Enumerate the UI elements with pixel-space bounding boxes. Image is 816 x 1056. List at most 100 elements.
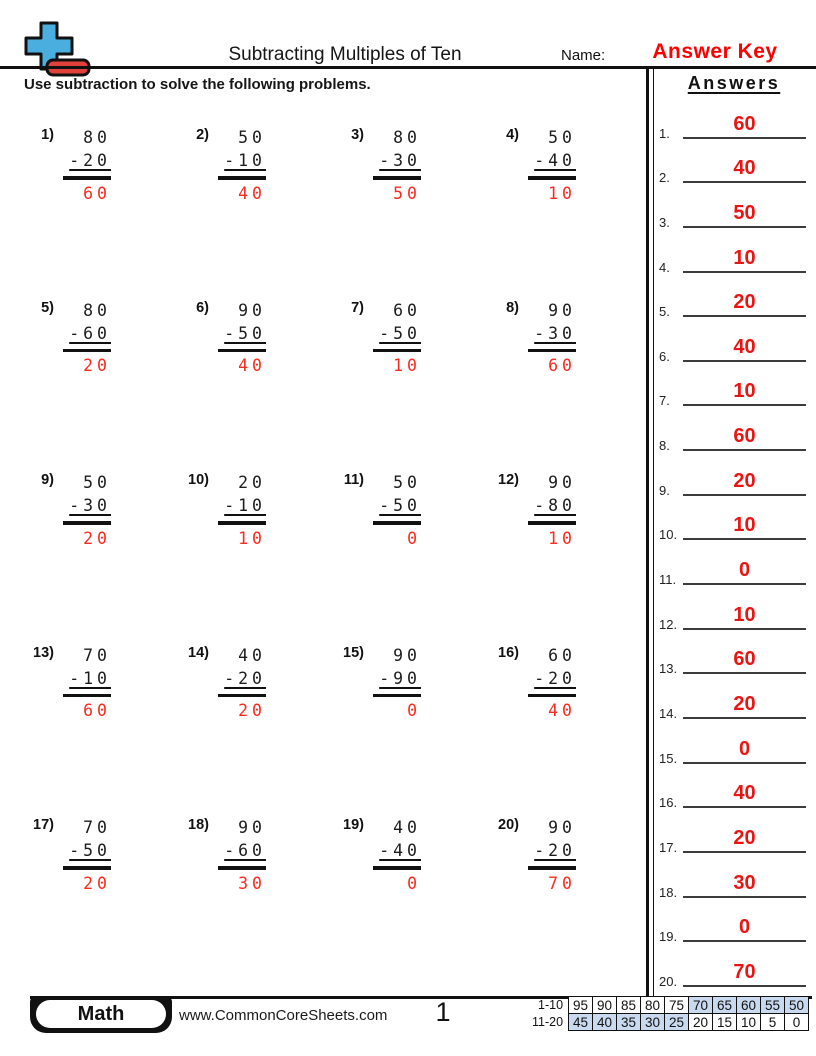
subtrahend: -20 <box>69 151 111 170</box>
subtraction-line <box>373 693 421 697</box>
page-title: Subtracting Multiples of Ten <box>228 44 462 65</box>
answer-number: 17. <box>659 839 678 855</box>
problem-work: 50 -10 40 <box>218 126 266 216</box>
problem-answer: 20 <box>238 701 266 720</box>
page-number: 1 <box>435 997 451 1027</box>
problem-work: 90 -30 60 <box>528 299 576 389</box>
answer-value: 10 <box>733 514 756 537</box>
problem-number: 8) <box>506 299 519 316</box>
subtrahend: -40 <box>379 841 421 860</box>
answer-number: 20. <box>659 973 678 989</box>
website-text: www.CommonCoreSheets.com <box>179 1007 388 1024</box>
problem-answer: 60 <box>548 356 576 375</box>
answer-value: 20 <box>733 692 756 715</box>
grade-cell: 70 <box>688 996 714 1014</box>
subtraction-line <box>63 693 111 697</box>
answer-value: 20 <box>733 826 756 849</box>
problem-answer: 70 <box>548 873 576 893</box>
answer-blank-line <box>683 359 806 362</box>
problem-work: 40 -40 0 <box>373 816 421 906</box>
grade-cell: 60 <box>736 996 762 1014</box>
answer-blank-line <box>683 315 806 318</box>
header-divider <box>0 66 816 69</box>
answer-blank-line <box>683 449 806 452</box>
answer-value: 50 <box>733 201 756 224</box>
problem-work: 70 -10 60 <box>63 644 111 734</box>
minuend: 80 <box>83 128 111 147</box>
problem-8: 8) 90 -30 60 <box>489 299 644 389</box>
subtraction-line <box>528 348 576 352</box>
problem-number: 11) <box>343 472 364 488</box>
grade-cell: 85 <box>616 996 642 1014</box>
name-label: Name: <box>561 47 606 64</box>
answer-value: 40 <box>733 782 756 805</box>
subtrahend: -30 <box>534 323 576 343</box>
problem-answer: 10 <box>548 528 576 548</box>
answer-value: 20 <box>733 469 756 492</box>
problem-14: 14) 40 -20 20 <box>179 644 334 734</box>
grade-table: 1-10 95 90 85 80 75 70 65 60 55 50 11-20 45 40 35 30 25 2… <box>532 996 810 1031</box>
problem-number: 10) <box>188 472 209 488</box>
answer-row-11: 11. 0 <box>656 545 810 590</box>
subtrahend: -10 <box>224 496 266 515</box>
grade-cell: 10 <box>736 1013 762 1031</box>
subtrahend: -30 <box>69 496 111 515</box>
problem-work: 80 -30 50 <box>373 126 421 216</box>
answer-value: 20 <box>733 291 756 314</box>
answer-blank-line <box>683 270 806 273</box>
problem-2: 2) 50 -10 40 <box>179 126 334 216</box>
minuend: 90 <box>548 300 576 320</box>
problem-12: 12) 90 -80 10 <box>489 471 644 561</box>
answer-number: 3. <box>659 214 670 230</box>
answer-value: 40 <box>733 157 756 180</box>
instruction-text: Use subtraction to solve the following p… <box>24 76 371 93</box>
grade-cell: 65 <box>712 996 738 1014</box>
grade-cell: 90 <box>592 996 618 1014</box>
problem-number: 15) <box>343 644 364 661</box>
problem-number: 17) <box>33 817 54 833</box>
problem-answer: 40 <box>238 356 266 375</box>
problem-11: 11) 50 -50 0 <box>334 471 489 561</box>
problem-number: 5) <box>41 299 54 316</box>
answer-key-text: Answer Key <box>652 40 778 63</box>
answer-blank-line <box>683 940 806 943</box>
answer-number: 2. <box>659 170 670 186</box>
answer-row-13: 13. 60 <box>656 635 810 680</box>
problem-answer: 0 <box>407 873 421 893</box>
problem-work: 40 -20 20 <box>218 644 266 734</box>
problem-answer: 30 <box>238 873 266 893</box>
answer-blank-line <box>683 538 806 541</box>
problem-4: 4) 50 -40 10 <box>489 126 644 216</box>
problem-work: 90 -90 0 <box>373 644 421 734</box>
problem-answer: 60 <box>83 183 111 203</box>
problem-9: 9) 50 -30 20 <box>24 471 179 561</box>
answer-value: 0 <box>738 559 751 582</box>
problem-work: 90 -80 10 <box>528 471 576 561</box>
answer-value: 0 <box>738 737 751 760</box>
answer-value: 60 <box>733 648 756 671</box>
minuend: 80 <box>393 128 421 147</box>
subtrahend: -50 <box>379 323 421 343</box>
problem-work: 90 -50 40 <box>218 299 266 389</box>
problem-number: 18) <box>188 817 209 833</box>
grade-cell: 0 <box>784 1013 810 1031</box>
answer-number: 11. <box>659 572 677 588</box>
sidebar-divider-thick <box>646 69 649 996</box>
subtrahend: -40 <box>534 151 576 170</box>
problem-number: 7) <box>351 299 364 316</box>
subtraction-line <box>63 521 111 525</box>
problem-answer: 0 <box>407 528 421 548</box>
answer-row-19: 19. 0 <box>656 903 810 948</box>
subtraction-line <box>373 176 421 180</box>
answer-number: 6. <box>659 348 670 364</box>
problem-answer: 20 <box>83 528 111 548</box>
minuend: 90 <box>548 473 576 492</box>
subtrahend: -80 <box>534 496 576 515</box>
answer-row-20: 20. 70 <box>656 947 810 992</box>
plus-minus-logo <box>24 21 91 77</box>
problem-work: 60 -50 10 <box>373 299 421 389</box>
problem-number: 6) <box>196 299 209 316</box>
problem-work: 90 -20 70 <box>528 816 576 906</box>
answer-blank-line <box>683 672 806 675</box>
subtrahend: -30 <box>379 151 421 170</box>
